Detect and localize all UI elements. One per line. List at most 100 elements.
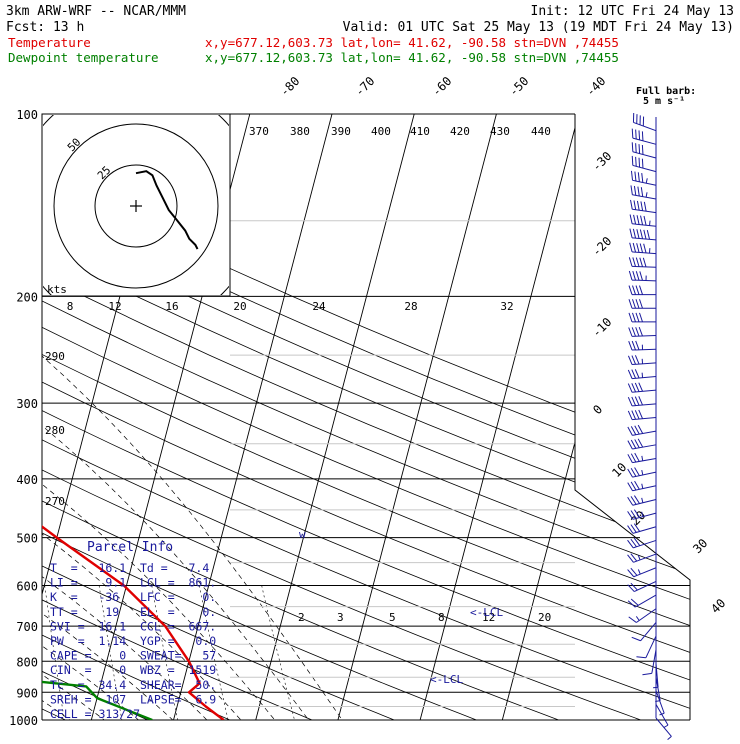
wind-barb-tick xyxy=(636,130,637,139)
parcel-info-row: K = -36 LFC = 0. xyxy=(50,590,216,604)
wind-barb xyxy=(628,524,656,534)
wind-barb-half-tick xyxy=(668,736,672,739)
isotherm-label: -10 xyxy=(589,315,614,340)
wind-barb-tick xyxy=(633,271,636,280)
wind-barb-tick xyxy=(631,171,632,180)
theta-label: 390 xyxy=(331,125,351,138)
isotherm-label: -60 xyxy=(429,74,454,99)
pressure-label: 400 xyxy=(16,473,38,487)
forecast-hour: Fcst: 13 h xyxy=(6,20,84,35)
wind-barb-tick xyxy=(642,173,643,182)
wind-barb xyxy=(628,410,656,420)
wind-barb xyxy=(631,200,656,213)
wind-barb-tick xyxy=(631,185,632,194)
parcel-info-title: Parcel Info xyxy=(87,540,173,555)
parcel-info-row: CELL = 313/27 xyxy=(50,707,140,721)
isotherm-label: -30 xyxy=(589,149,614,174)
wind-barb-shaft xyxy=(656,691,664,714)
wind-barb-tick xyxy=(629,327,632,336)
mixing-ratio-label: 2 xyxy=(298,611,305,624)
wind-barb xyxy=(642,650,656,675)
wind-barb-tick xyxy=(632,327,635,336)
theta-label: 370 xyxy=(249,125,269,138)
wind-barb-tick xyxy=(638,425,643,433)
wind-barb-tick xyxy=(631,200,633,209)
wind-barb xyxy=(629,609,656,623)
isotherm-line xyxy=(417,114,579,733)
wind-barb-tick xyxy=(643,258,646,267)
wind-barb xyxy=(629,341,656,350)
wind-barb-tick xyxy=(634,186,635,195)
wind-barb-tick xyxy=(639,144,640,153)
isotherm-line xyxy=(0,114,3,733)
theta-label: 270 xyxy=(45,495,65,508)
wind-barb-tick xyxy=(629,271,632,280)
wind-barb-shaft xyxy=(633,138,656,144)
wind-barb-shaft xyxy=(633,472,656,477)
hodograph-speed-tick: 24 xyxy=(312,300,326,313)
wind-barb xyxy=(628,568,656,577)
pressure-label: 100 xyxy=(16,108,38,122)
pressure-label: 600 xyxy=(16,580,38,594)
wind-barb xyxy=(630,214,656,226)
wind-barb xyxy=(632,129,656,145)
wind-barb-tick xyxy=(640,286,643,295)
init-time: Init: 12 UTC Fri 24 May 13 xyxy=(531,4,735,19)
wind-barb xyxy=(629,271,656,281)
hodograph-speed-tick: 16 xyxy=(165,300,178,313)
wind-barb-tick xyxy=(636,286,639,295)
wind-barb-tick xyxy=(642,131,643,140)
wind-barb-tick xyxy=(634,215,636,224)
wind-barb-shaft xyxy=(632,458,656,462)
pressure-label: 200 xyxy=(16,290,38,304)
wind-barb-tick xyxy=(642,673,651,674)
wind-barb-tick xyxy=(635,172,636,181)
wind-barb-tick xyxy=(639,410,643,419)
wind-barb-tick xyxy=(638,187,639,196)
lcl-lower-label: <-LCL xyxy=(430,673,463,686)
parcel-info-row: CIN = 0 WBZ = 1519 xyxy=(50,663,216,677)
wind-barb-tick xyxy=(635,453,640,461)
parcel-info-row: SVI = 16.1 CCL = 667. xyxy=(50,619,216,633)
hodograph-speed-tick: 20 xyxy=(233,300,246,313)
legend-temperature-label: Temperature xyxy=(8,35,91,50)
hodograph-speed-tick: 32 xyxy=(500,300,513,313)
frame-right xyxy=(575,114,690,720)
wind-barb xyxy=(629,286,656,295)
theta-label: 290 xyxy=(45,350,65,363)
wind-barb xyxy=(628,581,656,591)
pressure-label: 500 xyxy=(16,532,38,546)
wind-barb-tick xyxy=(628,454,633,462)
wind-barb-shaft xyxy=(633,180,656,185)
wind-barb-tick xyxy=(638,439,643,447)
wind-barb-tick xyxy=(629,257,632,266)
wind-barb-tick xyxy=(628,427,633,435)
wind-barb-tick xyxy=(640,258,643,267)
wind-barb xyxy=(632,156,656,172)
wbz-marker: w xyxy=(299,528,306,541)
wind-barb-shaft xyxy=(632,431,656,435)
theta-label: 430 xyxy=(490,125,510,138)
wind-barb-tick xyxy=(632,156,633,165)
wind-barb-tick xyxy=(635,410,639,419)
wind-barb-tick xyxy=(639,158,640,167)
wind-barb-tick xyxy=(636,341,639,350)
wind-barb-shaft xyxy=(656,718,671,736)
wind-barb-tick xyxy=(641,187,642,196)
isotherm-line xyxy=(335,114,497,733)
wind-barb-shaft xyxy=(646,636,656,658)
wind-barb-tick xyxy=(635,355,639,364)
wind-barb xyxy=(629,257,656,267)
wind-barb-half-tick xyxy=(646,178,647,183)
wind-barb-half-tick xyxy=(638,569,640,574)
wind-barb-shaft xyxy=(632,209,656,212)
wind-barb-tick xyxy=(640,299,643,308)
wind-barb xyxy=(628,425,656,435)
isotherm-label: -70 xyxy=(352,74,377,99)
wind-barb xyxy=(632,142,656,158)
wind-barb-tick xyxy=(632,383,636,392)
lcl-upper-label: <-LCL xyxy=(470,606,503,619)
wind-barb-shaft xyxy=(641,622,656,640)
